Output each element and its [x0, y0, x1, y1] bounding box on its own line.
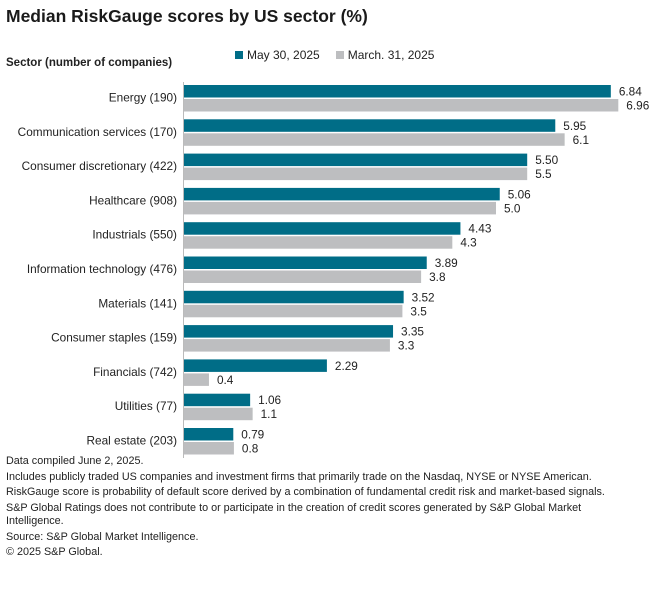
bar-may: [184, 119, 556, 132]
legend-swatch: [235, 51, 243, 59]
data-label: 6.84: [619, 85, 642, 99]
data-label: 3.89: [435, 256, 458, 270]
category-label: Real estate (203): [87, 434, 178, 448]
data-label: 6.96: [626, 99, 649, 113]
category-label: Consumer discretionary (422): [22, 159, 177, 173]
category-label: Communication services (170): [18, 125, 177, 139]
data-label: 5.95: [563, 119, 586, 133]
data-label: 0.79: [241, 428, 264, 442]
chart-title: Median RiskGauge scores by US sector (%): [6, 6, 368, 26]
category-label: Healthcare (908): [89, 193, 177, 207]
data-label: 3.8: [429, 270, 446, 284]
bar-march: [184, 270, 422, 283]
bar-may: [184, 325, 394, 338]
data-label: 2.29: [335, 359, 358, 373]
data-label: 6.1: [573, 133, 589, 147]
legend-item-may: May 30, 2025: [235, 48, 320, 62]
data-label: 5.0: [504, 201, 521, 215]
bar-march: [184, 339, 390, 352]
bar-plot: Energy (190) 6.846.96 Communication servic…: [18, 82, 650, 458]
bar-march: [184, 236, 453, 249]
legend: May 30, 2025 March. 31, 2025: [235, 48, 434, 62]
data-label: 5.5: [535, 167, 552, 181]
data-label: 4.3: [460, 236, 477, 250]
note-definition: RiskGauge score is probability of defaul…: [6, 486, 605, 499]
note-includes: Includes publicly traded US companies an…: [6, 470, 592, 483]
bar-may: [184, 428, 234, 441]
bar-march: [184, 99, 619, 112]
bar-may: [184, 187, 500, 201]
legend-label: March. 31, 2025: [347, 48, 435, 62]
bar-may: [184, 359, 327, 372]
category-label: Utilities (77): [115, 399, 177, 413]
legend-swatch: [335, 51, 344, 59]
legend-item-march: March. 31, 2025: [335, 48, 435, 62]
data-label: 1.1: [261, 407, 277, 421]
bar-march: [184, 201, 496, 215]
bar-march: [184, 373, 209, 386]
category-label: Industrials (550): [92, 228, 177, 242]
category-label: Materials (141): [98, 296, 177, 310]
data-label: 3.35: [401, 325, 424, 339]
note-copyright: © 2025 S&P Global.: [6, 546, 103, 559]
bar-may: [184, 85, 611, 98]
bar-may: [184, 393, 251, 407]
bar-march: [184, 304, 403, 318]
category-label: Consumer staples (159): [51, 331, 177, 345]
bar-march: [184, 167, 528, 181]
legend-label: May 30, 2025: [247, 48, 320, 62]
bar-may: [184, 290, 404, 304]
data-label: 3.5: [410, 304, 427, 318]
data-label: 0.8: [242, 442, 259, 456]
bar-march: [184, 442, 234, 455]
y-axis-title: Sector (number of companies): [6, 57, 173, 69]
data-label: 5.06: [508, 187, 531, 201]
footnotes: Data compiled June 2, 2025. Includes pub…: [6, 454, 656, 561]
category-label: Information technology (476): [27, 262, 177, 276]
bar-may: [184, 222, 461, 235]
data-label: 3.3: [398, 339, 415, 353]
bar-march: [184, 407, 253, 421]
bar-may: [184, 153, 528, 167]
note-disclaimer: S&P Global Ratings does not contribute t…: [6, 501, 582, 527]
data-label: 1.06: [258, 393, 281, 407]
bar-march: [184, 133, 565, 146]
data-label: 4.43: [468, 222, 491, 236]
note-compiled: Data compiled June 2, 2025.: [6, 455, 144, 467]
category-label: Financials (742): [93, 365, 177, 379]
data-label: 3.52: [412, 290, 435, 304]
data-label: 5.50: [535, 153, 558, 167]
data-label: 0.4: [217, 373, 234, 387]
note-source: Source: S&P Global Market Intelligence.: [6, 530, 199, 543]
category-label: Energy (190): [109, 91, 177, 105]
bar-may: [184, 256, 427, 269]
